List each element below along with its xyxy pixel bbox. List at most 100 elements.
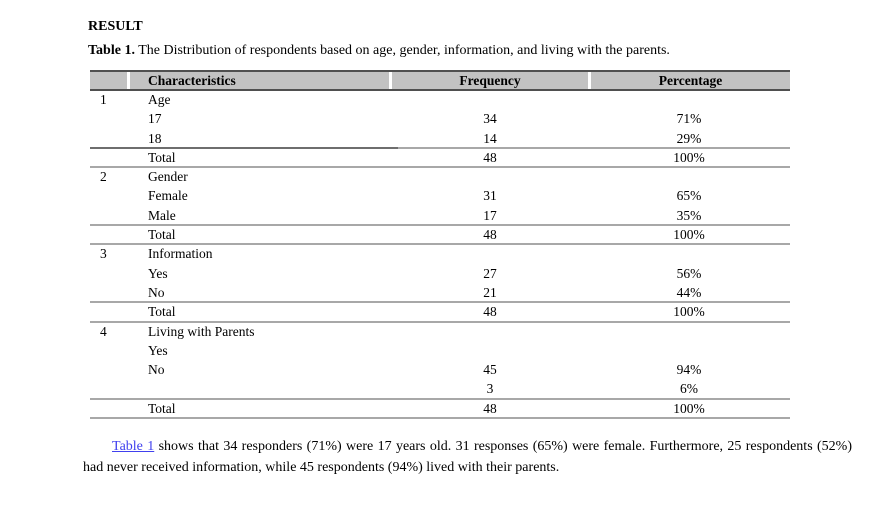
cell-frequency: 48 <box>483 304 497 320</box>
header-cell-frequency: Frequency <box>392 72 588 89</box>
cell-percentage: 94% <box>676 362 702 378</box>
table-row: Male 17 35% <box>90 207 790 227</box>
cell-percentage <box>588 342 790 361</box>
cell-frequency <box>392 245 588 264</box>
cell-percentage: 44% <box>676 284 702 300</box>
cell-characteristic: Female <box>148 188 188 204</box>
table-row: 3 Information <box>90 245 790 264</box>
cell-frequency <box>392 168 588 187</box>
cell-characteristic: Yes <box>148 265 168 281</box>
cell-percentage: 100% <box>673 304 705 320</box>
cell-characteristic: Total <box>148 304 176 320</box>
data-table: Characteristics Frequency Percentage 1 A… <box>90 70 790 420</box>
table-row: Total 48 100% <box>90 226 790 246</box>
cell-percentage <box>588 323 790 342</box>
cell-frequency: 14 <box>483 130 497 146</box>
table-row: 1 Age <box>90 91 790 110</box>
header-cell-number <box>90 72 127 89</box>
cell-frequency: 48 <box>483 149 497 165</box>
cell-characteristic: Total <box>148 149 176 165</box>
table-row: No 21 44% <box>90 284 790 304</box>
cell-frequency <box>392 342 588 361</box>
cell-percentage: 65% <box>676 188 702 204</box>
cell-number <box>90 380 130 397</box>
cell-characteristic: Yes <box>148 342 168 358</box>
header-cell-characteristics: Characteristics <box>130 72 389 89</box>
cell-percentage: 35% <box>676 207 702 223</box>
cell-number <box>90 149 130 166</box>
cell-characteristic: 17 <box>148 111 162 127</box>
cell-number: 3 <box>100 246 107 262</box>
table-1-link[interactable]: Table 1 <box>112 439 155 454</box>
cell-percentage: 6% <box>680 381 698 397</box>
cell-characteristic: Age <box>148 92 171 107</box>
cell-frequency <box>392 323 588 342</box>
cell-characteristic: Living with Parents <box>148 323 255 339</box>
table-row: 4 Living with Parents <box>90 323 790 342</box>
cell-percentage <box>588 245 790 264</box>
cell-frequency: 17 <box>483 207 497 223</box>
cell-frequency: 21 <box>483 284 497 300</box>
table-row: Female 31 65% <box>90 187 790 206</box>
cell-number <box>90 207 130 224</box>
table-row: Total 48 100% <box>90 400 790 420</box>
cell-number <box>90 284 130 301</box>
cell-characteristic: Male <box>148 207 176 223</box>
cell-percentage: 100% <box>673 149 705 165</box>
cell-percentage <box>588 91 790 110</box>
table-row: 17 34 71% <box>90 110 790 129</box>
table-row: 2 Gender <box>90 168 790 187</box>
table-row: No 45 94% <box>90 361 790 380</box>
cell-characteristic: No <box>148 284 165 300</box>
cell-percentage <box>588 168 790 187</box>
cell-characteristic <box>130 380 392 397</box>
table-caption-label: Table 1. <box>88 43 135 58</box>
table-body: 1 Age 17 34 71% 18 14 29% Total 48 100% … <box>90 91 790 420</box>
dark-divider-segment <box>90 146 398 149</box>
cell-percentage: 71% <box>676 111 702 127</box>
section-heading: RESULT <box>88 19 143 34</box>
cell-frequency: 3 <box>486 381 494 397</box>
table-row: Total 48 100% <box>90 149 790 169</box>
cell-characteristic: No <box>148 362 165 378</box>
table-row: 18 14 29% <box>90 130 790 149</box>
table-caption: Table 1. The Distribution of respondents… <box>88 41 818 61</box>
cell-percentage: 100% <box>673 400 705 416</box>
table-header-row: Characteristics Frequency Percentage <box>90 70 790 91</box>
header-cell-percentage: Percentage <box>591 72 790 89</box>
cell-characteristic: Total <box>148 227 176 243</box>
cell-percentage: 100% <box>673 227 705 243</box>
cell-characteristic: Information <box>148 246 213 262</box>
cell-percentage: 56% <box>676 265 702 281</box>
table-row: Yes 27 56% <box>90 265 790 284</box>
cell-frequency <box>392 91 588 110</box>
body-paragraph: Table 1 shows that 34 responders (71%) w… <box>83 436 852 478</box>
cell-frequency: 48 <box>483 227 497 243</box>
cell-number <box>90 342 130 361</box>
table-row: Yes <box>90 342 790 361</box>
cell-frequency: 34 <box>483 111 497 127</box>
cell-number <box>90 361 130 380</box>
cell-number <box>90 303 130 320</box>
cell-number: 4 <box>100 323 107 339</box>
cell-percentage: 29% <box>676 130 702 146</box>
table-row: 3 6% <box>90 380 790 400</box>
table-caption-text: The Distribution of respondents based on… <box>134 43 670 58</box>
cell-number <box>90 226 130 243</box>
cell-frequency: 48 <box>483 400 497 416</box>
cell-number: 1 <box>100 92 107 107</box>
cell-frequency: 31 <box>483 188 497 204</box>
table-row: Total 48 100% <box>90 303 790 323</box>
cell-number: 2 <box>100 169 107 185</box>
cell-number <box>90 265 130 284</box>
cell-characteristic: Gender <box>148 169 188 185</box>
cell-number <box>90 110 130 129</box>
cell-frequency: 27 <box>483 265 497 281</box>
cell-characteristic: Total <box>148 400 176 416</box>
cell-number <box>90 130 130 147</box>
cell-number <box>90 187 130 206</box>
cell-characteristic: 18 <box>148 130 162 146</box>
cell-frequency: 45 <box>483 362 497 378</box>
cell-number <box>90 400 130 417</box>
